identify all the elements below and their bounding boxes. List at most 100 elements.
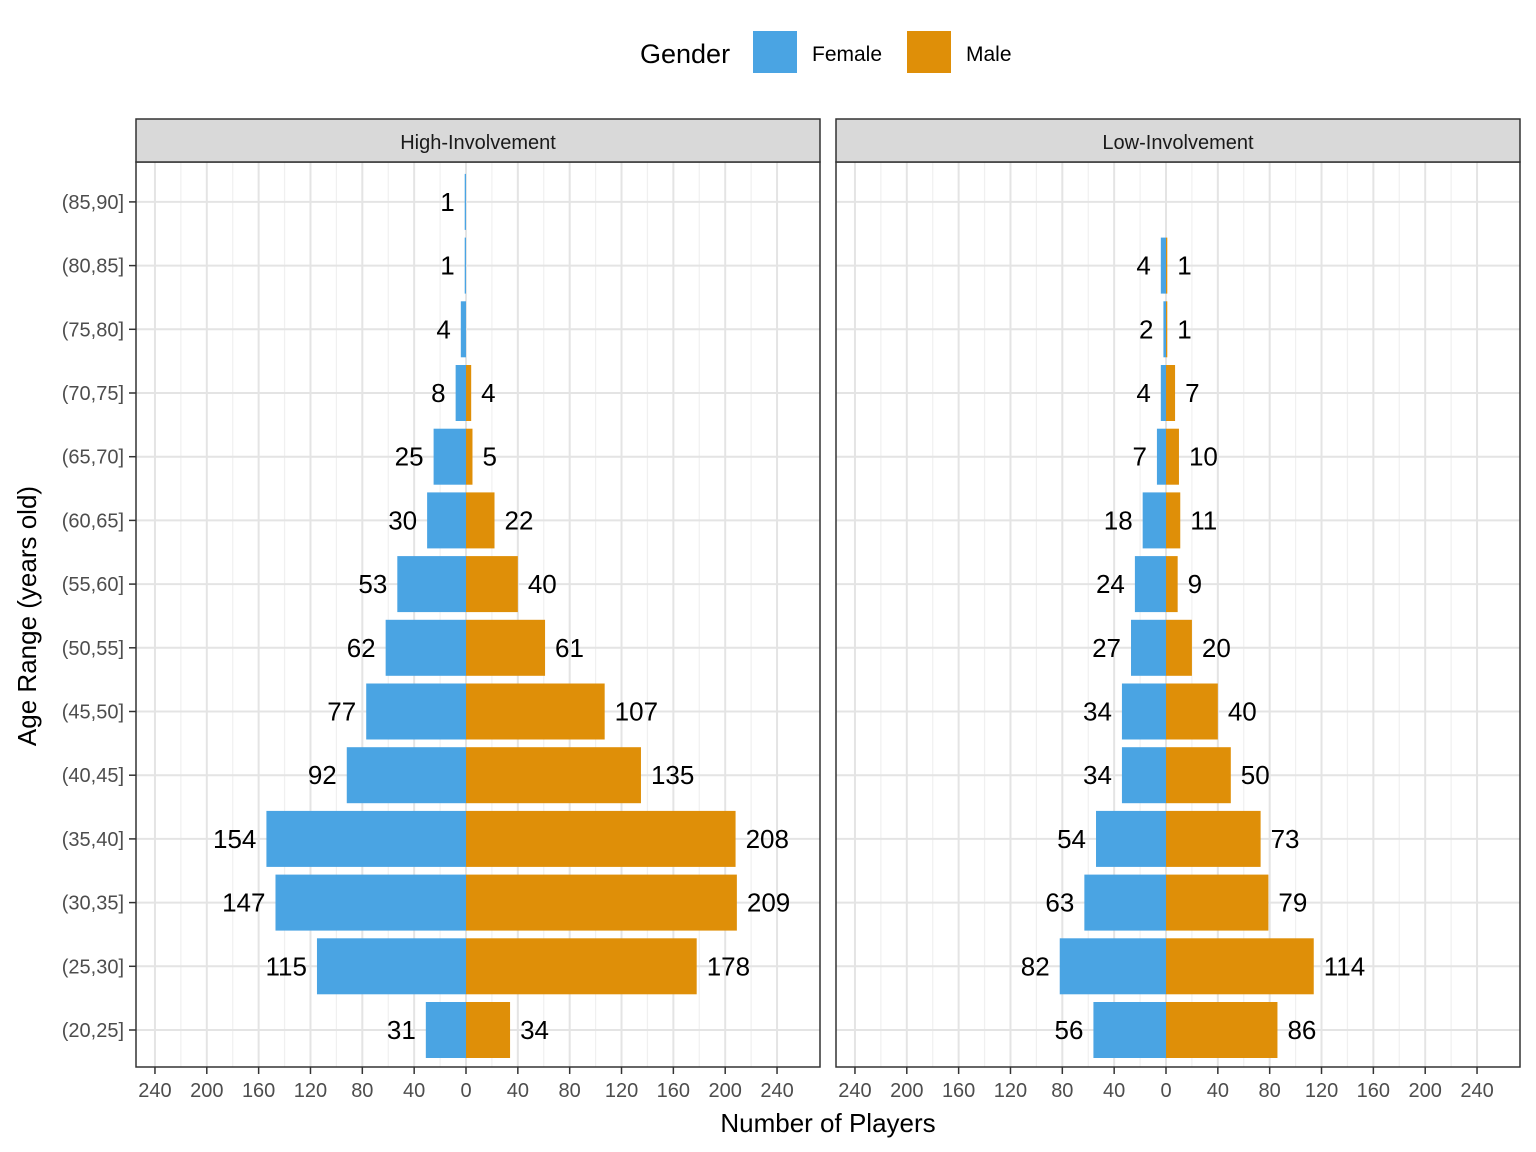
x-tick-label: 200 <box>190 1080 223 1102</box>
bar-male <box>466 683 605 740</box>
bar-male <box>1166 301 1168 358</box>
x-tick-label: 200 <box>1409 1080 1442 1102</box>
bar-female <box>1059 938 1166 995</box>
bar-male <box>1166 1002 1278 1058</box>
bar-label-female: 24 <box>1096 569 1125 599</box>
y-tick-label: (35,40] <box>62 829 124 851</box>
bar-female <box>425 1002 466 1058</box>
bar-label-male: 178 <box>707 951 750 981</box>
bar-label-female: 4 <box>1136 378 1150 408</box>
panel-background <box>136 162 820 1067</box>
x-tick-label: 40 <box>1103 1080 1125 1102</box>
bar-female <box>346 747 466 804</box>
x-tick-label: 240 <box>838 1080 871 1102</box>
bar-female <box>385 619 466 676</box>
bar-male <box>1166 619 1192 676</box>
bar-label-female: 18 <box>1104 505 1133 535</box>
x-tick-label: 120 <box>294 1080 327 1102</box>
bar-label-female: 82 <box>1021 951 1050 981</box>
bar-male <box>1166 874 1269 931</box>
legend-swatch-female <box>753 31 797 73</box>
x-tick-label: 0 <box>1160 1080 1171 1102</box>
bar-male <box>466 874 737 931</box>
bar-male <box>466 1002 511 1058</box>
legend-label-male: Male <box>966 43 1012 66</box>
bar-label-male: 5 <box>482 442 496 472</box>
bar-male <box>1166 683 1218 740</box>
facet-strip <box>835 118 1521 163</box>
legend-swatch-male <box>907 31 951 73</box>
y-tick-label: (55,60] <box>62 574 124 596</box>
bar-male <box>466 619 546 676</box>
bar-male <box>466 810 736 867</box>
panel-high-involvement: 31 115 147 154 92 77 62 53 30 25 8 4 1 1 34 178 209 208 13… <box>135 118 821 1102</box>
bar-label-female: 4 <box>1136 251 1150 281</box>
bar-female <box>1131 619 1166 676</box>
bar-label-male: 79 <box>1278 888 1307 918</box>
x-tick-label: 160 <box>657 1080 690 1102</box>
y-tick-label: (65,70] <box>62 447 124 469</box>
bar-label-male: 4 <box>481 378 495 408</box>
y-axis-title: Age Range (years old) <box>12 486 42 746</box>
panel-background <box>836 162 1520 1067</box>
bar-label-male: 22 <box>505 505 534 535</box>
y-tick-label: (30,35] <box>62 893 124 915</box>
bar-label-female: 56 <box>1055 1015 1084 1045</box>
bar-male <box>466 747 641 804</box>
bar-female <box>1160 237 1166 294</box>
bar-label-female: 1 <box>440 251 454 281</box>
bar-label-male: 11 <box>1190 505 1217 535</box>
x-tick-label: 160 <box>242 1080 275 1102</box>
bar-female <box>1163 301 1166 358</box>
bar-label-male: 107 <box>615 697 658 727</box>
bar-label-female: 34 <box>1083 760 1112 790</box>
bar-female <box>455 365 466 421</box>
bar-label-male: 40 <box>528 569 557 599</box>
bar-label-female: 53 <box>358 569 387 599</box>
bar-female <box>433 428 466 485</box>
bar-male <box>1166 365 1176 421</box>
y-tick-label: (40,45] <box>62 765 124 787</box>
bar-male <box>1166 938 1314 995</box>
facet-strip-label: High-Involvement <box>400 132 556 154</box>
bar-label-female: 30 <box>388 505 417 535</box>
x-tick-label: 40 <box>1207 1080 1229 1102</box>
x-tick-label: 200 <box>890 1080 923 1102</box>
bar-label-male: 114 <box>1324 951 1365 981</box>
x-tick-label: 120 <box>605 1080 638 1102</box>
y-tick-label: (60,65] <box>62 510 124 532</box>
y-tick-label: (70,75] <box>62 383 124 405</box>
facet-strip <box>135 118 821 163</box>
bar-female <box>1121 747 1166 804</box>
x-tick-label: 120 <box>994 1080 1027 1102</box>
x-tick-label: 80 <box>351 1080 373 1102</box>
bar-label-male: 9 <box>1188 569 1202 599</box>
bar-female <box>1160 365 1166 421</box>
x-tick-label: 240 <box>760 1080 793 1102</box>
bar-label-female: 62 <box>347 633 376 663</box>
bar-label-female: 34 <box>1083 697 1112 727</box>
y-tick-label: (85,90] <box>62 192 124 214</box>
x-tick-label: 240 <box>1460 1080 1493 1102</box>
bar-label-male: 1 <box>1177 314 1191 344</box>
bar-label-male: 208 <box>746 824 789 854</box>
bar-label-female: 2 <box>1139 314 1153 344</box>
bar-female <box>397 556 466 613</box>
bar-male <box>1166 747 1231 804</box>
bar-male <box>466 938 697 995</box>
bar-label-male: 209 <box>747 888 790 918</box>
bar-female <box>460 301 466 358</box>
x-tick-label: 200 <box>709 1080 742 1102</box>
bar-label-female: 147 <box>222 888 265 918</box>
facet-panels: 3111514715492776253302584113417820920813… <box>135 118 1521 1102</box>
bar-male <box>466 556 518 613</box>
bar-male <box>1166 428 1179 485</box>
facet-strip-label: Low-Involvement <box>1102 132 1254 154</box>
bar-label-female: 115 <box>266 951 307 981</box>
legend-label-female: Female <box>812 43 882 66</box>
y-axis: (20,25] (25,30] (30,35] (35,40] (40,45] (45,5… <box>62 192 136 1042</box>
bar-male <box>1166 237 1168 294</box>
bar-label-female: 63 <box>1045 888 1074 918</box>
bar-label-male: 1 <box>1177 251 1191 281</box>
